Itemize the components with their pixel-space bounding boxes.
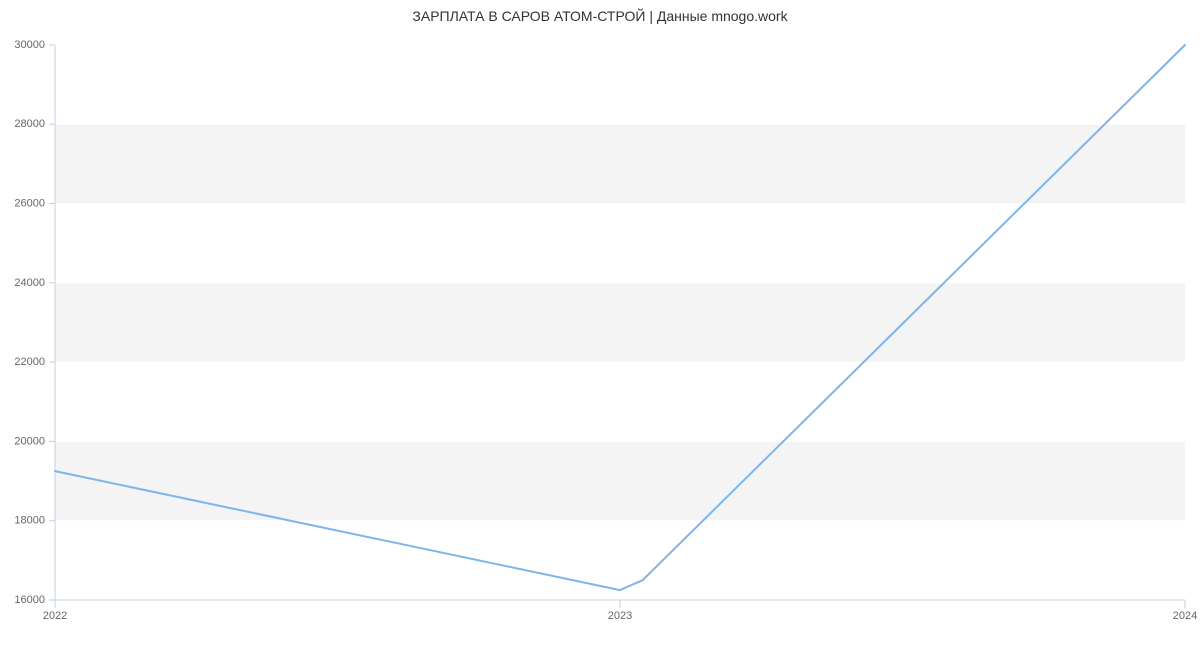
svg-text:2022: 2022: [43, 610, 67, 622]
svg-text:26000: 26000: [14, 197, 45, 209]
svg-text:22000: 22000: [14, 356, 45, 368]
svg-text:2024: 2024: [1173, 610, 1197, 622]
svg-text:20000: 20000: [14, 435, 45, 447]
svg-text:28000: 28000: [14, 118, 45, 130]
salary-line-chart: ЗАРПЛАТА В САРОВ АТОМ-СТРОЙ | Данные mno…: [0, 0, 1200, 650]
svg-text:30000: 30000: [14, 39, 45, 51]
chart-title: ЗАРПЛАТА В САРОВ АТОМ-СТРОЙ | Данные mno…: [0, 8, 1200, 24]
chart-svg: 16000 18000 20000 22000 24000 26000 28000 30000…: [0, 0, 1200, 650]
svg-text:2023: 2023: [608, 610, 632, 622]
svg-text:18000: 18000: [14, 515, 45, 527]
svg-text:24000: 24000: [14, 277, 45, 289]
svg-text:16000: 16000: [14, 594, 45, 606]
